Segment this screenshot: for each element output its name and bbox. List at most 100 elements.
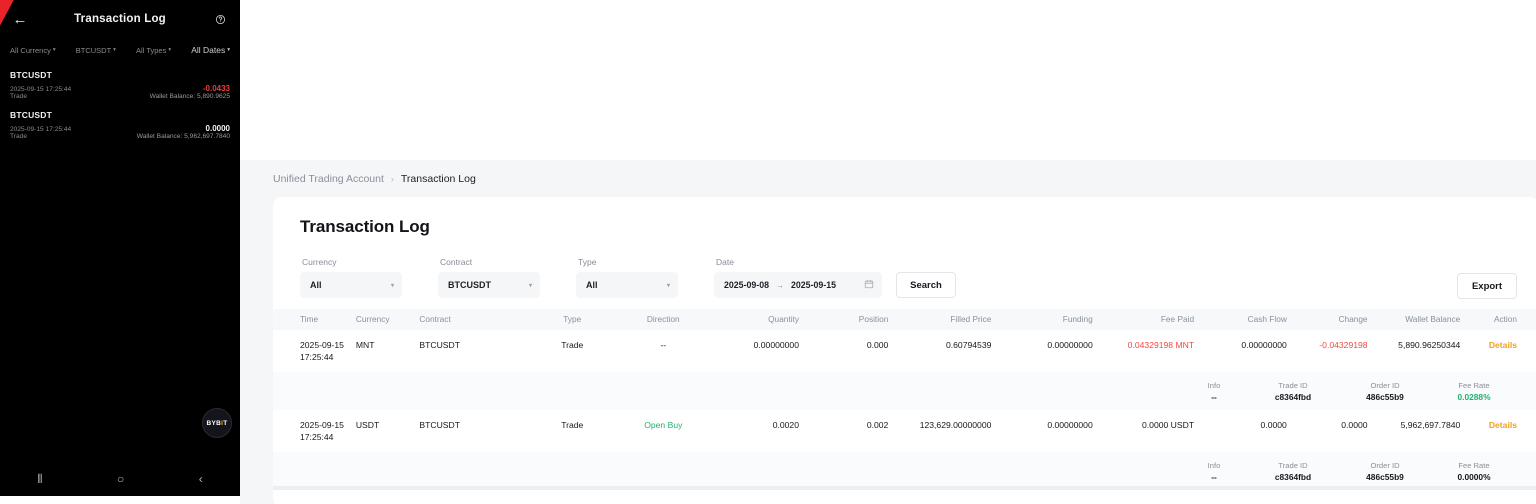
desktop-web-panel: Unified Trading Account › Transaction Lo… [240, 0, 1536, 504]
cell-change: 0.0000 [1341, 420, 1368, 430]
date-end-value[interactable]: 2025-09-15 [791, 280, 836, 290]
date-start-value[interactable]: 2025-09-08 [724, 280, 769, 290]
column-header-cash-flow[interactable]: Cash Flow [1247, 314, 1287, 324]
cell-wallet-balance: 5,962,697.7840 [1400, 420, 1461, 430]
currency-filter: Currency All ▾ [300, 257, 402, 298]
back-icon[interactable]: ‹ [198, 472, 203, 486]
date-range-input[interactable]: 2025-09-08 → 2025-09-15 [714, 272, 882, 298]
mobile-filter-currency[interactable]: All Currency ▾ [10, 46, 56, 55]
calendar-icon[interactable] [864, 279, 874, 291]
currency-select[interactable]: All ▾ [300, 272, 402, 298]
chevron-down-icon: ▾ [666, 282, 670, 289]
mobile-item-symbol: BTCUSDT [10, 110, 53, 120]
date-filter-label: Date [716, 257, 734, 267]
mobile-filter-contract-label: BTCUSDT [75, 45, 112, 55]
subrow-trade-id-label: Trade ID [1278, 460, 1308, 470]
subrow-trade-id-value: c8364fbd [1274, 391, 1312, 402]
table-header-row: Time Currency Contract Type Direction Qu… [273, 309, 1536, 330]
export-button[interactable]: Export [1457, 273, 1517, 299]
details-link[interactable]: Details [1488, 420, 1517, 430]
cell-funding: 0.00000000 [1047, 340, 1093, 350]
type-select[interactable]: All ▾ [576, 272, 678, 298]
cell-cash-flow: 0.00000000 [1241, 340, 1287, 350]
column-header-fee-paid[interactable]: Fee Paid [1160, 314, 1195, 324]
horizontal-scrollbar[interactable] [273, 486, 1536, 490]
type-select-value: All [586, 280, 598, 290]
column-header-action: Action [1493, 314, 1517, 324]
mobile-transaction-list: BTCUSDT 2025-09-15 17:25:44 -0.0433 Trad… [0, 66, 240, 146]
mobile-item-type: Trade [10, 133, 27, 140]
search-button[interactable]: Search [896, 272, 956, 298]
details-link[interactable]: Details [1488, 340, 1517, 350]
subrow-info-value: -- [1211, 471, 1217, 482]
breadcrumb: Unified Trading Account › Transaction Lo… [273, 173, 476, 185]
cell-contract: BTCUSDT [419, 420, 460, 430]
cell-cash-flow: 0.0000 [1260, 420, 1287, 430]
mobile-filter-contract[interactable]: BTCUSDT ▾ [76, 46, 116, 55]
cell-position: 0.002 [866, 420, 889, 430]
column-header-wallet-balance[interactable]: Wallet Balance [1405, 314, 1461, 324]
back-arrow-icon[interactable]: ← [12, 10, 28, 28]
chevron-down-icon: ▾ [113, 46, 116, 53]
mobile-item-type: Trade [10, 93, 27, 100]
bybit-logo-text: BYB [206, 419, 222, 427]
mobile-item-balance: Wallet Balance: 5,890.9625 [149, 93, 230, 100]
subrow-fee-rate: Fee Rate 0.0288% [1431, 380, 1517, 403]
currency-select-value: All [310, 280, 322, 290]
column-header-type[interactable]: Type [563, 314, 582, 324]
column-header-currency[interactable]: Currency [355, 314, 390, 324]
column-header-position[interactable]: Position [858, 314, 889, 324]
mobile-filter-dates[interactable]: All Dates ▾ [191, 45, 230, 55]
mobile-item-row-bottom: Trade Wallet Balance: 5,890.9625 [10, 93, 230, 100]
subrow-info-label: Info [1207, 460, 1221, 470]
chevron-down-icon: ▾ [168, 46, 172, 53]
column-header-direction[interactable]: Direction [646, 314, 680, 324]
type-filter: Type All ▾ [576, 257, 678, 298]
column-header-funding[interactable]: Funding [1062, 314, 1093, 324]
subrow-trade-id-label: Trade ID [1278, 380, 1308, 390]
page-title: Transaction Log [300, 217, 430, 236]
type-filter-label: Type [578, 257, 597, 267]
column-header-filled-price[interactable]: Filled Price [950, 314, 992, 324]
cell-currency: MNT [355, 340, 375, 350]
android-navigation-bar: ⦀ ○ ‹ [0, 462, 240, 496]
column-header-time[interactable]: Time [300, 314, 319, 324]
column-header-contract[interactable]: Contract [419, 314, 451, 324]
mobile-filter-types[interactable]: All Types ▾ [136, 46, 171, 55]
subrow-fee-rate-value: 0.0288% [1457, 391, 1491, 402]
mobile-filter-currency-label: All Currency [10, 45, 51, 55]
cell-type: Trade [561, 340, 584, 350]
contract-select-value: BTCUSDT [448, 280, 491, 290]
cell-direction: Open Buy [644, 420, 683, 430]
mobile-filter-chips: All Currency ▾ BTCUSDT ▾ All Types ▾ All… [0, 40, 240, 60]
breadcrumb-parent[interactable]: Unified Trading Account [273, 173, 384, 185]
chevron-down-icon: ▾ [390, 282, 394, 289]
column-header-change[interactable]: Change [1338, 314, 1368, 324]
desktop-top-blank [240, 0, 1536, 160]
table-row[interactable]: 2025-09-15 17:25:44 USDT BTCUSDT Trade O… [273, 410, 1536, 452]
mobile-filter-types-label: All Types [136, 45, 167, 55]
column-header-quantity[interactable]: Quantity [768, 314, 799, 324]
cell-time-clock: 17:25:44 [300, 352, 334, 362]
cell-time-clock: 17:25:44 [300, 432, 334, 442]
contract-select[interactable]: BTCUSDT ▾ [438, 272, 540, 298]
subrow-order-id-value: 486c55b9 [1366, 471, 1404, 482]
cell-funding: 0.00000000 [1047, 420, 1093, 430]
subrow-trade-id: Trade ID c8364fbd [1247, 380, 1339, 403]
recents-icon[interactable]: ⦀ [37, 471, 43, 486]
help-circle-icon[interactable] [200, 14, 240, 25]
table-row[interactable]: 2025-09-15 17:25:44 MNT BTCUSDT Trade --… [273, 330, 1536, 372]
bybit-logo-badge[interactable]: BYB I T [202, 408, 232, 438]
table-subrow: Info -- Trade ID c8364fbd Order ID 486c5… [273, 372, 1536, 410]
subrow-info-label: Info [1207, 380, 1221, 390]
mobile-header: ← Transaction Log [0, 4, 240, 34]
mobile-app-panel: ← Transaction Log All Currency ▾ BTCUSDT… [0, 0, 240, 496]
desktop-page-body: Unified Trading Account › Transaction Lo… [240, 160, 1536, 504]
cell-time-date: 2025-09-15 [300, 420, 344, 430]
home-icon[interactable]: ○ [117, 472, 125, 486]
list-item[interactable]: BTCUSDT 2025-09-15 17:25:44 -0.0433 Trad… [0, 66, 240, 106]
mobile-item-time: 2025-09-15 17:25:44 [10, 126, 72, 133]
list-item[interactable]: BTCUSDT 2025-09-15 17:25:44 0.0000 Trade… [0, 106, 240, 146]
mobile-item-row-top: 2025-09-15 17:25:44 -0.0433 [10, 84, 230, 93]
